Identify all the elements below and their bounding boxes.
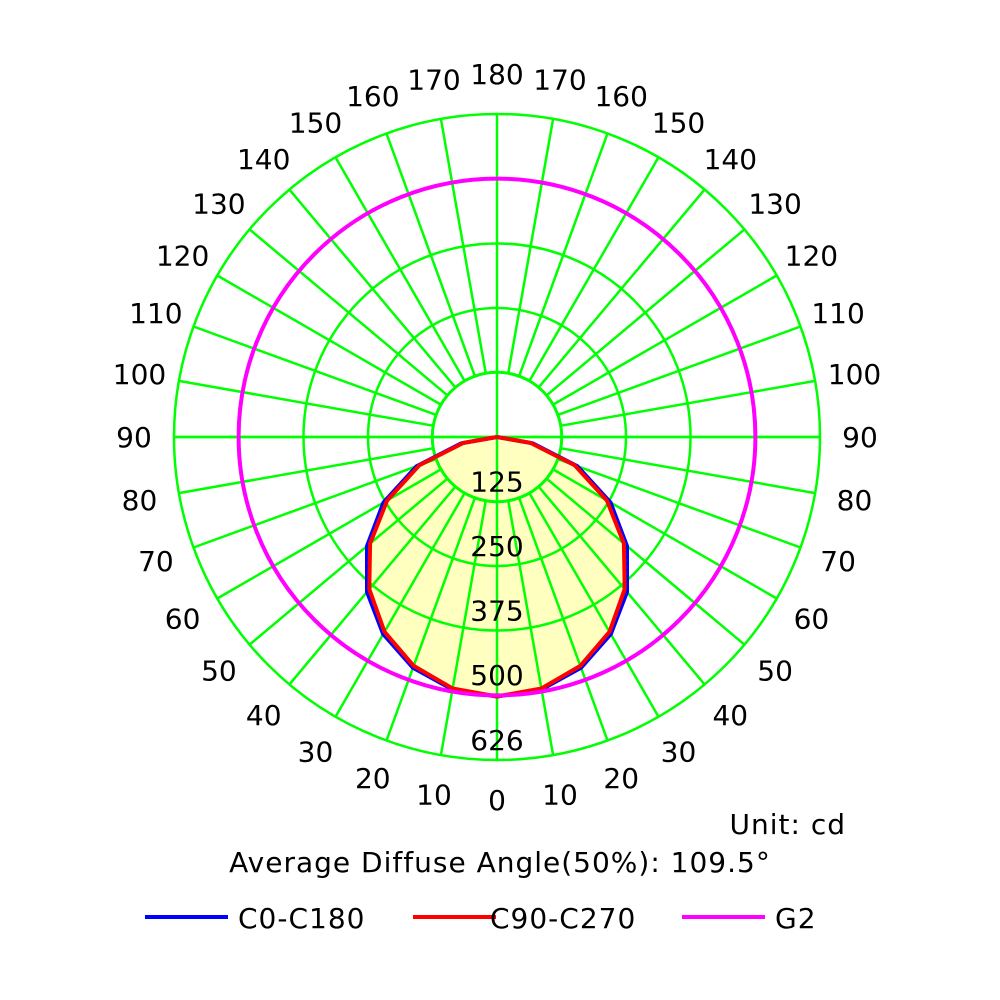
angle-label-right-130: 130 — [748, 188, 801, 221]
angle-label-left-180: 180 — [470, 58, 523, 91]
grid-spoke-10-right — [507, 500, 555, 756]
grid-spoke-20-left — [385, 497, 476, 741]
angle-label-right-30: 30 — [661, 735, 697, 768]
angle-label-right-20: 20 — [603, 762, 639, 795]
angle-label-right-160: 160 — [594, 80, 647, 113]
radial-label-626: 626 — [470, 724, 523, 757]
legend: C0-C180 C90-C270 G2 — [145, 902, 817, 935]
grid-spoke-160-right — [518, 133, 609, 377]
angle-label-right-90: 90 — [842, 421, 878, 454]
radial-label-375: 375 — [470, 595, 523, 628]
radial-label-500: 500 — [470, 659, 523, 692]
grid-spoke-30-right — [528, 492, 660, 718]
grid-spoke-130-left — [248, 228, 449, 397]
angle-label-left-90: 90 — [116, 421, 152, 454]
polar-grid — [172, 112, 822, 762]
grid-spoke-140-right — [537, 188, 706, 389]
grid-spoke-170-left — [439, 118, 487, 374]
angle-label-left-150: 150 — [289, 107, 342, 140]
angle-label-right-120: 120 — [785, 240, 838, 273]
grid-spoke-50-right — [545, 477, 746, 646]
grid-spoke-170-right — [507, 118, 555, 374]
angle-label-left-30: 30 — [298, 735, 334, 768]
grid-spoke-140-left — [288, 188, 457, 389]
angle-label-left-140: 140 — [237, 143, 290, 176]
angle-label-left-170: 170 — [407, 64, 460, 97]
grid-spoke-110-left — [193, 325, 437, 416]
angle-label-left-50: 50 — [201, 654, 237, 687]
grid-spoke-110-right — [557, 325, 801, 416]
angle-label-right-50: 50 — [757, 654, 793, 687]
grid-spoke-10-left — [439, 500, 487, 756]
angle-label-left-160: 160 — [346, 80, 399, 113]
grid-spoke-120-left — [216, 274, 442, 406]
legend-label-g2: G2 — [775, 902, 817, 935]
angle-label-right-40: 40 — [712, 699, 748, 732]
angle-label-right-60: 60 — [794, 603, 830, 636]
angle-label-left-120: 120 — [156, 240, 209, 273]
angle-label-left-80: 80 — [122, 484, 158, 517]
legend-item-c0-c180: C0-C180 — [145, 902, 365, 935]
angle-label-left-60: 60 — [165, 603, 201, 636]
diffuse-angle-label: Average Diffuse Angle(50%): 109.5° — [229, 846, 771, 879]
angle-label-right-70: 70 — [820, 545, 856, 578]
grid-spoke-30-left — [334, 492, 466, 718]
angle-label-right-150: 150 — [652, 107, 705, 140]
grid-spoke-80-right — [560, 447, 816, 495]
radial-labels: 125 250 375 500 626 — [470, 466, 523, 758]
grid-spoke-20-right — [518, 497, 609, 741]
legend-item-g2: G2 — [682, 902, 817, 935]
angle-label-left-40: 40 — [246, 699, 282, 732]
angle-labels: 0102030405060708090100110120130140150160… — [113, 58, 881, 817]
legend-item-c90-c270: C90-C270 — [413, 902, 636, 935]
grid-spoke-40-right — [537, 485, 706, 686]
angle-label-right-110: 110 — [811, 297, 864, 330]
legend-label-c0-c180: C0-C180 — [238, 902, 365, 935]
grid-spoke-130-right — [545, 228, 746, 397]
grid-spoke-150-left — [334, 156, 466, 382]
grid-spoke-60-right — [552, 468, 778, 600]
angle-label-left-110: 110 — [129, 297, 182, 330]
grid-spoke-40-left — [288, 485, 457, 686]
unit-label: Unit: cd — [730, 808, 847, 841]
grid-spoke-50-left — [248, 477, 449, 646]
series-curves — [236, 176, 758, 699]
angle-label-left-10: 10 — [416, 779, 452, 812]
angle-label-right-10: 10 — [542, 779, 578, 812]
legend-label-c90-c270: C90-C270 — [490, 902, 636, 935]
grid-spoke-70-right — [557, 458, 801, 549]
grid-spoke-120-right — [552, 274, 778, 406]
angle-label-right-100: 100 — [828, 358, 881, 391]
grid-spoke-80-left — [178, 447, 434, 495]
series-g2 — [236, 176, 758, 698]
angle-label-right-140: 140 — [704, 143, 757, 176]
angle-label-left-100: 100 — [113, 358, 166, 391]
angle-label-left-130: 130 — [192, 188, 245, 221]
grid-spoke-100-left — [178, 379, 434, 427]
grid-spoke-160-left — [385, 133, 476, 377]
angle-label-left-20: 20 — [355, 762, 391, 795]
angle-label-left-70: 70 — [138, 545, 174, 578]
radial-label-250: 250 — [470, 530, 523, 563]
radial-label-125: 125 — [470, 466, 523, 499]
grid-spoke-70-left — [193, 458, 437, 549]
angle-label-right-170: 170 — [533, 64, 586, 97]
grid-spoke-60-left — [216, 468, 442, 600]
angle-label-right-80: 80 — [837, 484, 873, 517]
grid-spoke-150-right — [528, 156, 660, 382]
grid-spoke-100-right — [560, 379, 816, 427]
angle-label-left-0: 0 — [488, 784, 506, 817]
